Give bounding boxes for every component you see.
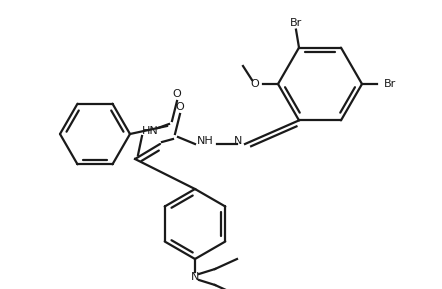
Text: N: N: [191, 272, 199, 282]
Text: Br: Br: [384, 79, 396, 89]
Text: O: O: [251, 79, 259, 89]
Text: HN: HN: [141, 126, 158, 136]
Text: Br: Br: [290, 18, 302, 28]
Text: O: O: [175, 102, 184, 112]
Text: NH: NH: [197, 136, 213, 146]
Text: N: N: [234, 136, 242, 146]
Text: O: O: [173, 89, 181, 99]
